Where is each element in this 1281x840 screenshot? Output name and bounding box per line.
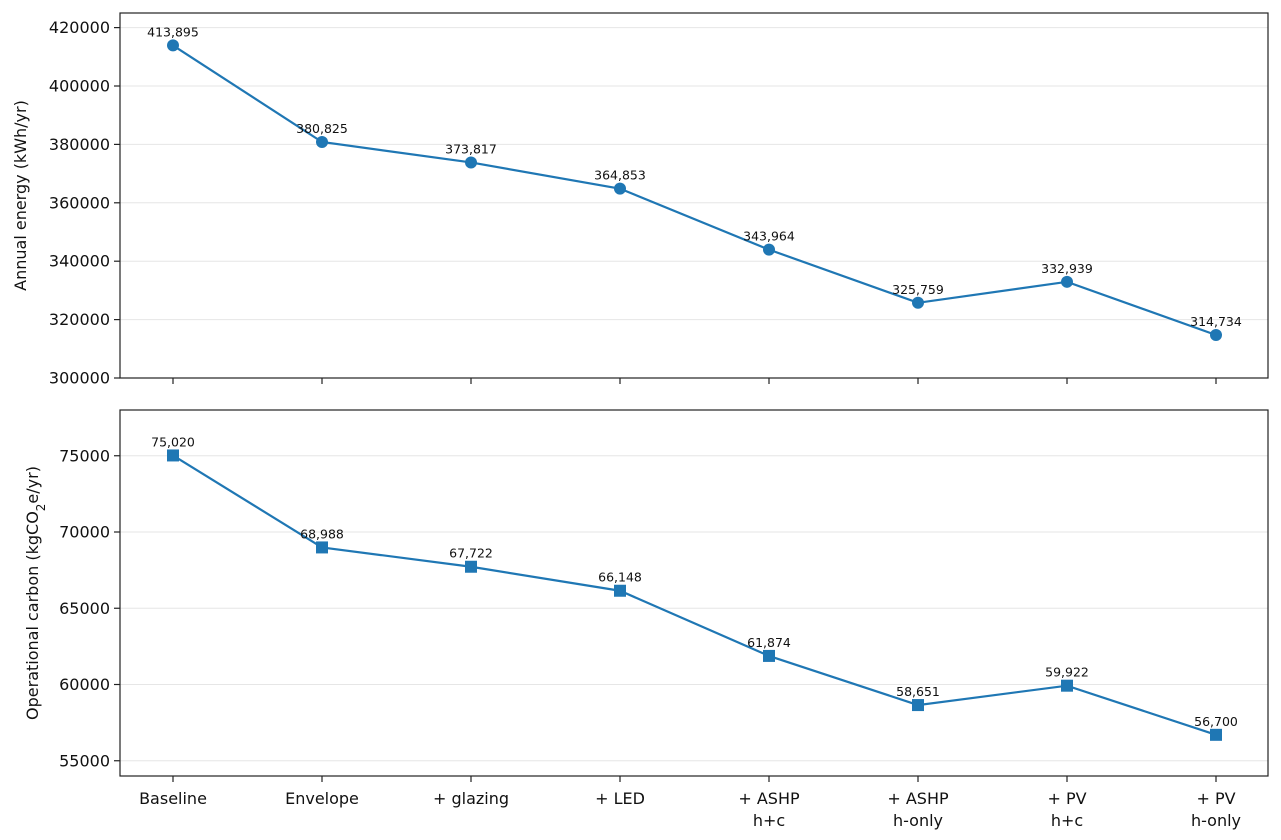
series-line: [172, 454, 1217, 736]
y-tick-label: 420000: [49, 18, 110, 37]
y-axis-title: Annual energy (kWh/yr): [11, 100, 30, 291]
data-label: 332,939: [1041, 261, 1093, 276]
data-label: 314,734: [1190, 314, 1242, 329]
data-label: 364,853: [594, 168, 646, 183]
data-label: 343,964: [743, 229, 795, 244]
y-tick-label: 70000: [59, 523, 110, 542]
data-label: 59,922: [1045, 665, 1089, 680]
data-label: 325,759: [892, 282, 944, 297]
x-tick-label: h-only: [1191, 811, 1241, 830]
data-point: [316, 135, 328, 148]
data-point: [316, 541, 328, 554]
data-label: 67,722: [449, 546, 493, 561]
x-tick-label: + LED: [595, 789, 645, 808]
data-point: [1061, 679, 1073, 692]
plot-frame: [119, 12, 1269, 379]
x-tick-label: Envelope: [285, 789, 359, 808]
data-point: [912, 699, 924, 712]
y-tick-label: 320000: [49, 310, 110, 329]
data-point: [614, 584, 626, 597]
panel-2: 55000 60000 65000 70000 75000 Baseline Envelop…: [23, 409, 1269, 830]
data-point: [614, 182, 626, 195]
x-tick-label: + PV: [1047, 789, 1086, 808]
x-tick-label: + glazing: [433, 789, 509, 808]
y-tick-label: 55000: [59, 751, 110, 770]
y-axis-title: Operational carbon (kgCO2e/yr): [23, 466, 48, 720]
data-point: [763, 649, 775, 662]
y-tick-label: 380000: [49, 135, 110, 154]
y-tick-label: 300000: [49, 369, 110, 388]
data-label: 68,988: [300, 526, 344, 541]
data-label: 58,651: [896, 684, 940, 699]
data-label: 66,148: [598, 570, 642, 585]
panel-1: 300000 320000 340000 360000 380000 400000 4200…: [11, 12, 1269, 388]
data-point: [1210, 728, 1222, 741]
series-line: [172, 44, 1217, 337]
x-tick-label: h+c: [753, 811, 785, 830]
y-tick-label: 400000: [49, 77, 110, 96]
x-tick-label: h+c: [1051, 811, 1083, 830]
y-tick-label: 75000: [59, 446, 110, 465]
data-point: [1061, 275, 1073, 288]
y-tick-label: 60000: [59, 675, 110, 694]
x-tick-label: + ASHP: [887, 789, 949, 808]
data-point: [912, 296, 924, 309]
data-label: 75,020: [151, 434, 195, 449]
data-point: [167, 449, 179, 462]
x-tick-label: h-only: [893, 811, 943, 830]
data-point: [167, 39, 179, 52]
data-label: 56,700: [1194, 714, 1238, 729]
data-label: 413,895: [147, 24, 199, 39]
plot-frame: [119, 409, 1269, 777]
y-tick-label: 340000: [49, 252, 110, 271]
data-point: [465, 156, 477, 169]
data-point: [465, 560, 477, 573]
data-point: [763, 243, 775, 256]
y-tick-label: 360000: [49, 193, 110, 212]
data-point: [1210, 328, 1222, 341]
x-tick-label: + ASHP: [738, 789, 800, 808]
data-label: 61,874: [747, 635, 791, 650]
data-label: 380,825: [296, 121, 348, 136]
x-tick-label: Baseline: [139, 789, 207, 808]
y-tick-label: 65000: [59, 599, 110, 618]
data-label: 373,817: [445, 141, 497, 156]
x-tick-label: + PV: [1196, 789, 1235, 808]
